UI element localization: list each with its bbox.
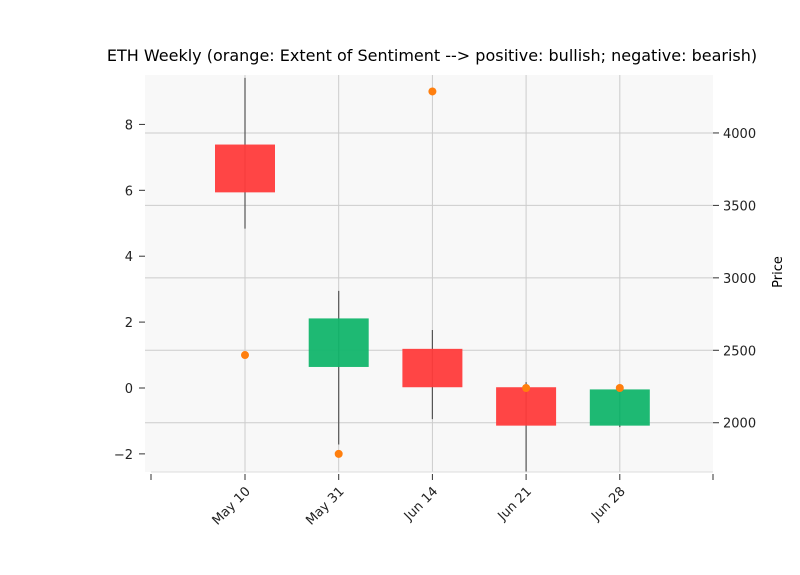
price-axis-label: Price [771,256,786,288]
candle-body [496,387,557,426]
sentiment-tick-label: 0 [125,382,133,397]
price-tick-label: 3500 [723,199,756,214]
candles [215,77,650,472]
sentiment-point [428,87,437,96]
candle-body [402,348,463,388]
price-tick-label: 4000 [723,127,756,142]
price-tick-label: 2000 [723,417,756,432]
sentiment-tick-label: 6 [125,184,133,199]
candle-body [589,389,650,426]
price-tick-label: 2500 [723,344,756,359]
sentiment-tick-label: 4 [125,250,133,265]
sentiment-tick-label: 2 [125,316,133,331]
candle-body [308,318,369,367]
sentiment-points [241,87,624,458]
sentiment-tick-label: −2 [114,448,133,463]
candle-body [215,144,275,193]
sentiment-point [522,383,531,392]
chart-title: ETH Weekly (orange: Extent of Sentiment … [107,46,757,65]
sentiment-point [334,449,343,458]
price-tick-label: 3000 [723,272,756,287]
sentiment-tick-label: 8 [125,118,133,133]
sentiment-point [615,383,624,392]
sentiment-point [241,351,249,360]
